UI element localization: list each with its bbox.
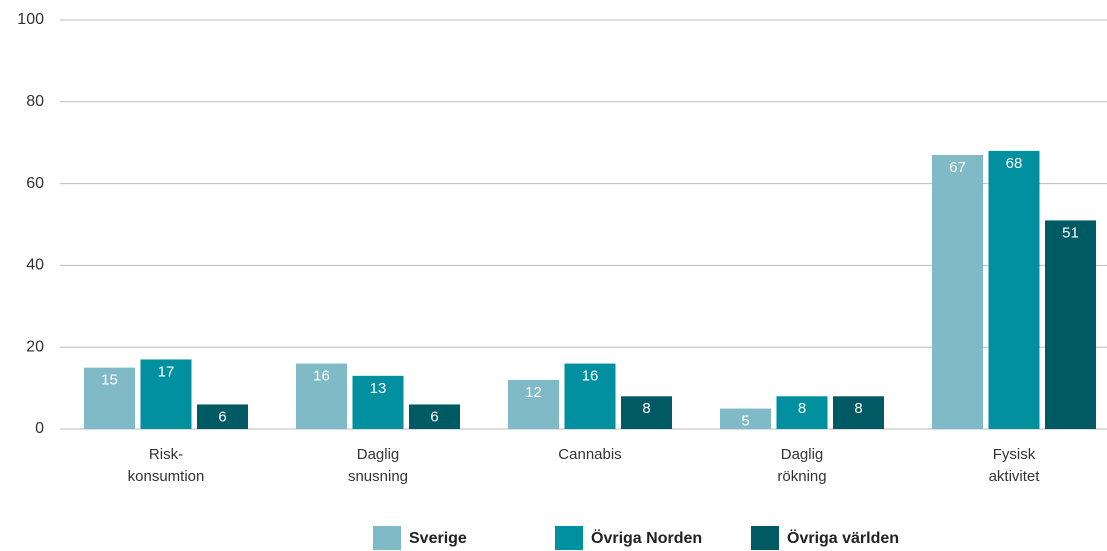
legend-label: Övriga Norden — [591, 528, 702, 547]
x-tick-label: Cannabis — [558, 446, 622, 463]
bar — [720, 408, 771, 429]
value-label: 16 — [582, 368, 599, 385]
legend-swatch — [751, 526, 779, 550]
bar — [776, 396, 828, 429]
y-tick-label: 60 — [26, 175, 44, 192]
y-tick-label: 0 — [35, 420, 44, 437]
value-label: 6 — [218, 408, 226, 425]
value-label: 67 — [949, 159, 966, 176]
bar — [621, 396, 672, 429]
legend-label: Sverige — [409, 530, 467, 547]
bar — [932, 154, 983, 429]
x-tick-label: Daglig rökning — [777, 446, 827, 485]
y-tick-label: 80 — [26, 93, 44, 110]
value-label: 17 — [158, 363, 175, 380]
value-label: 8 — [642, 400, 650, 417]
bar — [988, 150, 1040, 429]
bar — [296, 363, 347, 429]
y-tick-label: 20 — [26, 338, 44, 355]
bar — [140, 359, 192, 429]
x-tick-label: Risk- konsumtion — [127, 446, 205, 485]
bar — [508, 379, 559, 429]
bar — [564, 363, 616, 429]
value-label: 16 — [313, 368, 330, 385]
value-label: 5 — [741, 413, 749, 430]
value-label: 51 — [1062, 224, 1079, 241]
value-label: 68 — [1006, 155, 1023, 172]
bar — [197, 404, 248, 429]
bar — [84, 367, 135, 429]
bar — [409, 404, 460, 429]
legend-label: Övriga världen — [787, 528, 899, 547]
y-tick-label: 100 — [17, 11, 44, 28]
x-tick-label: Fysisk aktivitet — [988, 446, 1040, 485]
bar — [833, 396, 884, 429]
value-label: 8 — [854, 400, 862, 417]
value-label: 6 — [430, 408, 438, 425]
bar — [1045, 220, 1096, 429]
value-label: 12 — [525, 384, 542, 401]
value-label: 15 — [101, 372, 118, 389]
value-label: 13 — [370, 380, 387, 397]
legend-swatch — [555, 526, 583, 550]
bar — [352, 375, 404, 429]
legend-swatch — [373, 526, 401, 550]
x-tick-label: Daglig snusning — [347, 446, 409, 485]
y-tick-label: 40 — [26, 257, 44, 274]
value-label: 8 — [798, 400, 806, 417]
